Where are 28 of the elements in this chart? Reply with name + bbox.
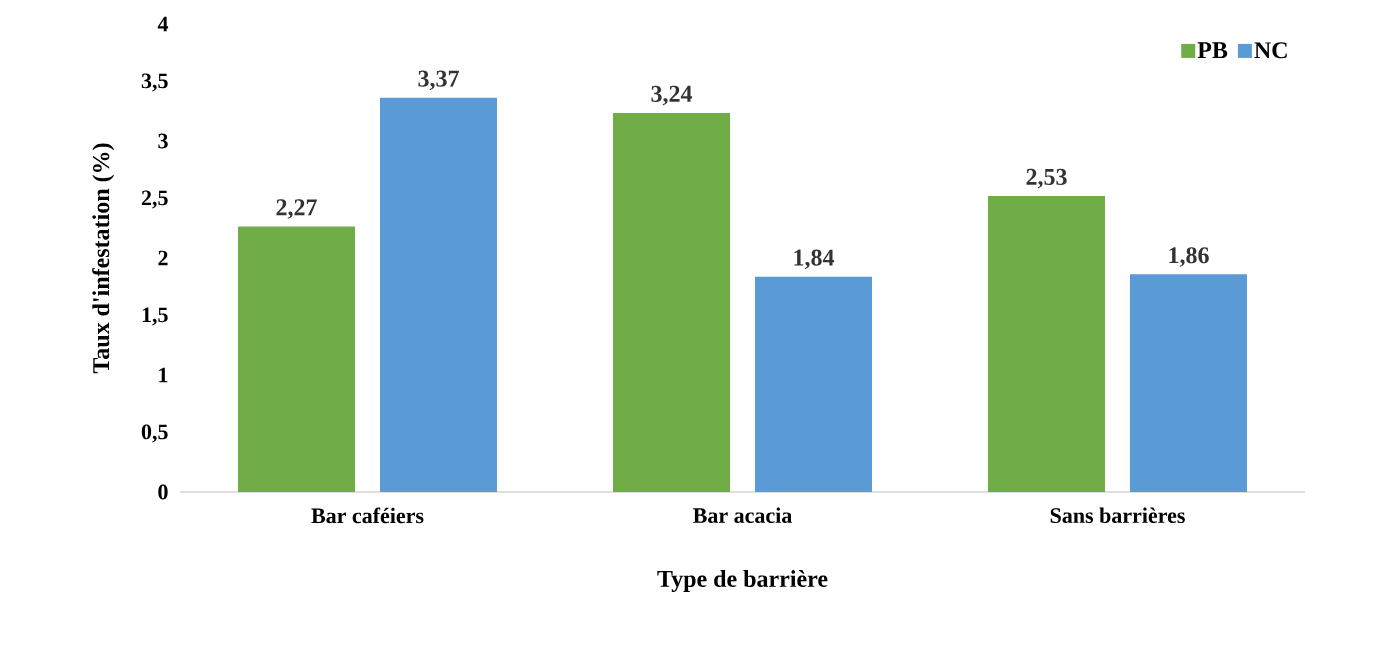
y-tick-label: 2 [158,250,168,266]
y-tick-label: 3 [158,133,168,149]
data-label: 1,84 [794,249,835,270]
bar [755,276,873,492]
bar [1130,274,1248,492]
data-label: 2,27 [276,199,317,219]
bar [380,97,498,492]
y-tick-label: 1,5 [142,307,168,326]
bar [613,112,731,492]
data-label: 1,86 [1169,247,1209,267]
x-axis-title: Type de barrière [657,570,828,592]
y-tick-label: 0,5 [141,424,168,443]
y-tick-label: 1 [159,367,168,383]
y-tick-label: 2,5 [141,190,168,209]
x-tick-label: Bar acacia [693,507,792,523]
x-tick-label: Bar caféiers [311,507,424,524]
legend-label: NC [1254,42,1287,59]
y-tick-label: 4 [157,16,169,32]
bar [238,226,356,492]
bar [988,195,1106,492]
y-axis-title: Taux d'infestation (%) [92,143,115,374]
x-tick-label: Sans barrières [1050,507,1185,524]
data-label: 3,37 [418,70,459,91]
y-tick-label: 3,5 [141,73,168,92]
legend-label: PB [1197,42,1228,59]
data-label: 3,24 [651,85,693,106]
data-label: 2,53 [1026,168,1067,189]
y-tick-label: 0 [158,484,168,500]
